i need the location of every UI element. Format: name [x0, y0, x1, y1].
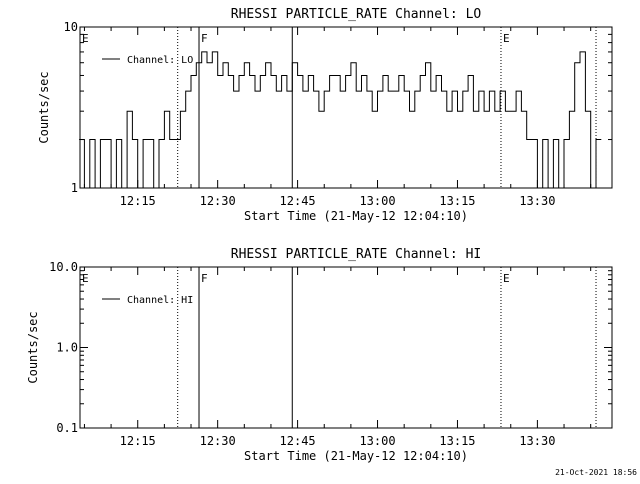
event-marker-label: F	[201, 32, 208, 45]
x-tick-label: 13:00	[359, 434, 395, 448]
plot-frame	[79, 266, 613, 429]
y-tick-label: 1.0	[56, 341, 78, 355]
x-axis-label: Start Time (21-May-12 12:04:10)	[244, 209, 468, 223]
x-tick-label: 12:30	[200, 194, 236, 208]
chart-title: RHESSI PARTICLE_RATE Channel: HI	[231, 247, 481, 262]
x-tick-label: 12:45	[280, 194, 316, 208]
y-tick-label: 10	[64, 20, 78, 34]
x-tick-label: 13:30	[519, 434, 555, 448]
series-line-0	[79, 51, 602, 189]
footer-timestamp: 21-Oct-2021 18:56	[555, 468, 637, 477]
y-axis-label: Counts/sec	[37, 71, 51, 143]
x-tick-label: 12:45	[280, 434, 316, 448]
chart-title: RHESSI PARTICLE_RATE Channel: LO	[231, 7, 482, 22]
x-axis-label: Start Time (21-May-12 12:04:10)	[244, 449, 468, 463]
y-tick-label: 0.1	[56, 421, 78, 435]
y-tick-label: 10.0	[49, 260, 78, 274]
event-marker-label: F	[201, 272, 208, 285]
x-tick-label: 13:15	[439, 194, 475, 208]
x-tick-label: 12:15	[120, 434, 156, 448]
x-tick-label: 12:15	[120, 194, 156, 208]
x-tick-label: 13:30	[519, 194, 555, 208]
event-marker-label: E	[503, 272, 510, 285]
y-axis-label: Counts/sec	[26, 311, 40, 383]
x-tick-label: 13:15	[439, 434, 475, 448]
x-tick-label: 12:30	[200, 434, 236, 448]
event-marker-label: E	[82, 272, 89, 285]
plot-frame	[79, 26, 613, 189]
event-marker-label: E	[82, 32, 89, 45]
y-tick-label: 1	[71, 181, 78, 195]
event-marker-label: E	[503, 32, 510, 45]
x-tick-label: 13:00	[359, 194, 395, 208]
legend-label: Channel: HI	[127, 295, 193, 306]
legend-label: Channel: LO	[127, 55, 193, 66]
